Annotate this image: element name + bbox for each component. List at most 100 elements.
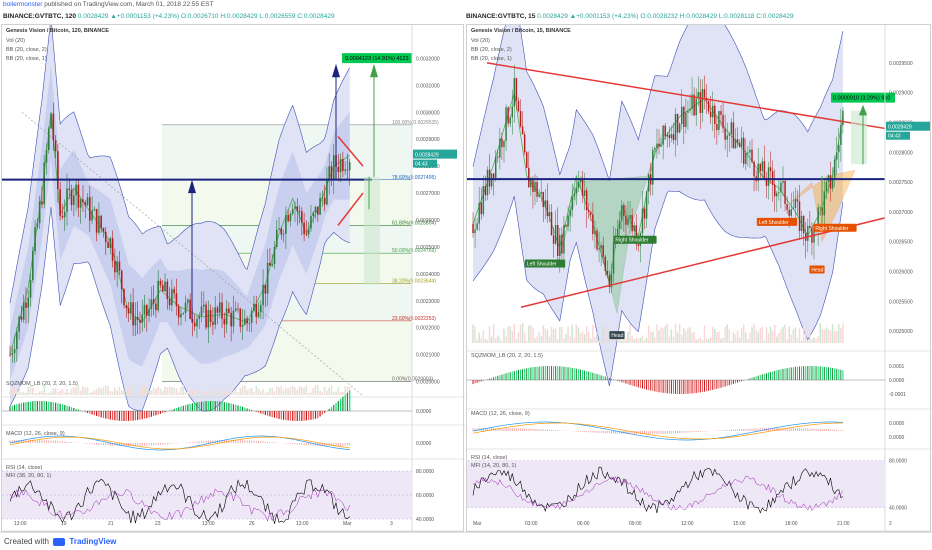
macd-tick: 0.0000: [416, 441, 432, 447]
volume-bar: [753, 323, 755, 343]
left-chart-svg[interactable]: 100.00%(0.0029535) 78.60%(0.0027495) 61.80…: [2, 25, 465, 533]
volume-bar: [641, 335, 644, 343]
candle-body: [314, 206, 317, 213]
candle-body: [136, 316, 139, 320]
candle-body: [728, 133, 730, 136]
candle-body: [294, 206, 296, 209]
volume-bar: [139, 390, 141, 395]
candle-body: [664, 125, 666, 137]
volume-bar: [25, 392, 27, 395]
rsi-line: [472, 466, 844, 514]
fib-label: 78.60%(0.0027495): [392, 175, 436, 181]
pattern-label-bg: [609, 331, 625, 340]
candle-body: [780, 182, 782, 192]
candle-body: [676, 113, 679, 133]
green-arrow-head: [859, 104, 867, 116]
candle-body: [509, 117, 511, 124]
x-tick-label: 06:00: [577, 521, 590, 527]
volume-bar: [275, 386, 278, 395]
volume-bar: [273, 391, 276, 395]
candle-body: [346, 169, 349, 171]
candle-body: [590, 212, 592, 215]
right-chart-panel[interactable]: 0.0000910 (3.29%) 910 Left Shoulder Head Ri…: [466, 24, 932, 533]
volume-bar: [654, 337, 656, 343]
blue-arrow-1-head: [188, 179, 196, 194]
candle-body: [166, 281, 169, 300]
volume-bar: [196, 390, 198, 395]
volume-bar: [747, 339, 749, 343]
volume-bar: [778, 332, 780, 343]
volume-bar: [681, 335, 683, 343]
volume-bar: [296, 389, 299, 395]
right-chart-svg[interactable]: 0.0000910 (3.29%) 910 Left Shoulder Head Ri…: [467, 25, 932, 533]
candle-body: [521, 126, 524, 135]
candle-body: [745, 152, 747, 164]
volume-bar: [515, 339, 518, 343]
candle-body: [532, 179, 534, 192]
macd-line: [472, 421, 843, 441]
volume-bar: [610, 339, 613, 343]
candle-body: [809, 225, 811, 229]
candle-body: [282, 233, 285, 235]
volume-bar: [260, 391, 262, 395]
candle-body: [831, 179, 834, 189]
candle-body: [757, 163, 759, 182]
volume-bar: [631, 335, 633, 343]
volume-bar: [271, 387, 273, 395]
candle-body: [709, 111, 712, 118]
volume-bar: [86, 387, 89, 395]
volume-bar: [561, 327, 563, 343]
candle-body: [612, 242, 615, 274]
candle-body: [298, 211, 301, 213]
volume-bar: [63, 392, 66, 395]
volume-bar: [635, 338, 637, 343]
candle-body: [823, 191, 826, 216]
candle-body: [819, 207, 821, 209]
candle-body: [209, 310, 212, 322]
candle-body: [656, 143, 658, 149]
volume-bar: [321, 392, 324, 395]
candle-body: [57, 151, 59, 190]
footer-bar: Created with TradingView: [0, 532, 932, 550]
volume-bar: [621, 340, 623, 343]
candle-body: [323, 197, 326, 205]
x-tick-label: 03:00: [525, 521, 538, 527]
volume-bar: [583, 334, 586, 343]
candle-body: [189, 299, 191, 319]
candle-body: [34, 227, 36, 252]
volume-bar: [827, 329, 830, 343]
volume-bar: [637, 338, 640, 343]
brand-link[interactable]: TradingView: [69, 537, 117, 546]
volume-bar: [573, 337, 575, 343]
pattern-label: Left Shoulder: [759, 220, 789, 226]
volume-bar: [662, 328, 664, 343]
y-tick-label: 0.0025000: [416, 245, 440, 251]
candle-body: [771, 171, 774, 185]
candle-body: [36, 223, 39, 228]
volume-bar: [627, 331, 629, 343]
volume-bar: [100, 388, 102, 395]
candle-body: [575, 187, 578, 194]
candle-body: [495, 156, 497, 178]
volume-bar: [798, 328, 801, 343]
volume-bar: [132, 385, 134, 395]
volume-bar: [792, 329, 795, 343]
volume-bar: [32, 387, 34, 395]
volume-bar: [216, 392, 219, 395]
volume-bar: [476, 339, 478, 343]
volume-bar: [342, 392, 344, 395]
volume-bar: [173, 387, 175, 395]
left-chart-panel[interactable]: 100.00%(0.0029535) 78.60%(0.0027495) 61.80…: [1, 24, 465, 533]
candle-body: [561, 234, 563, 254]
candle-body: [107, 242, 109, 248]
candle-body: [763, 161, 766, 180]
candle-body: [598, 248, 600, 250]
candle-body: [301, 211, 303, 223]
volume-bar: [303, 387, 305, 395]
author-link[interactable]: boilermonster: [3, 1, 43, 8]
y-tick-label: 0.0031000: [416, 83, 440, 89]
volume-bar: [749, 332, 751, 343]
volume-bar: [47, 392, 50, 395]
volume-bar: [155, 388, 157, 395]
macd-signal: [472, 422, 843, 440]
